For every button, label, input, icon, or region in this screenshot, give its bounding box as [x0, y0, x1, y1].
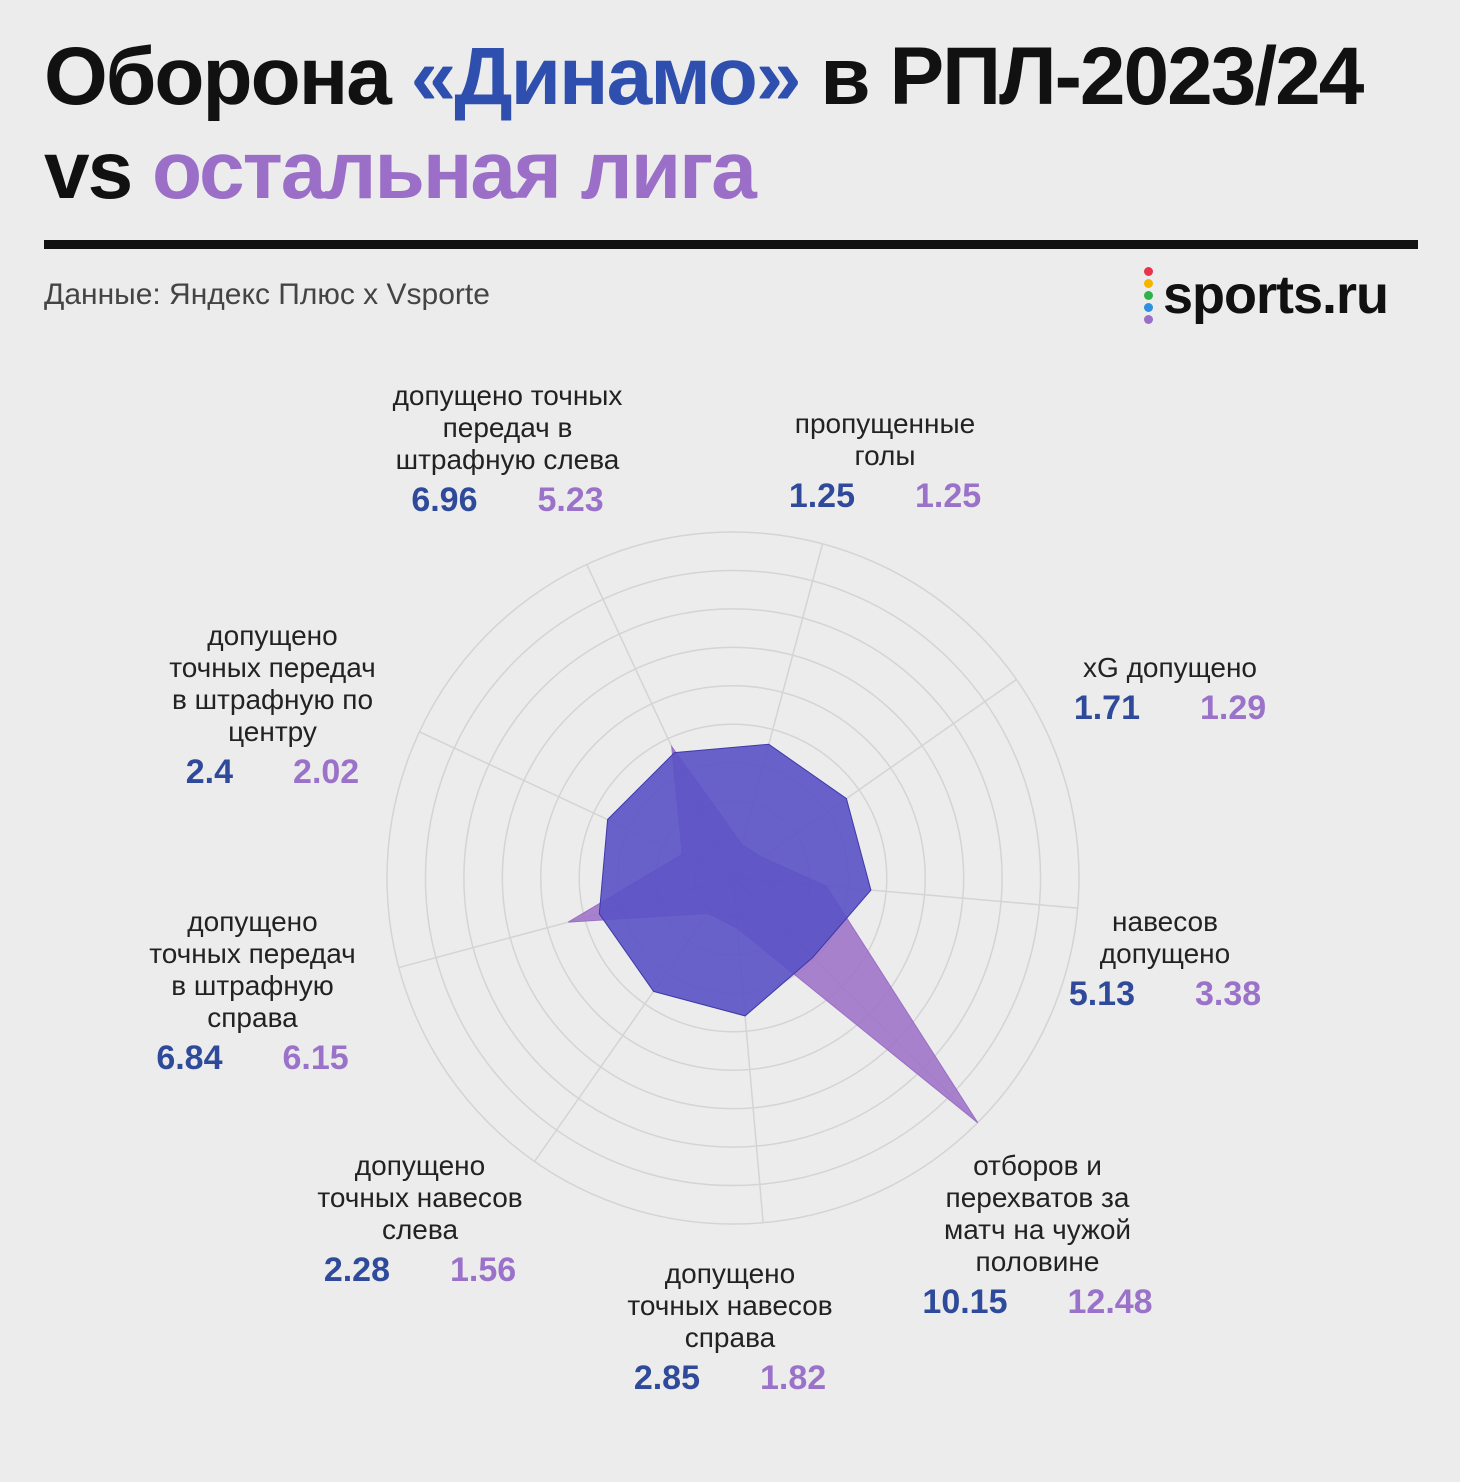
logo-dot — [1144, 314, 1153, 324]
title-team: «Динамо» — [410, 31, 802, 122]
axis-values: 1.25 1.25 — [760, 476, 1010, 516]
value-league: 1.29 — [1200, 689, 1267, 727]
logo-dot — [1144, 290, 1153, 300]
logo-text: sports.ru — [1163, 265, 1389, 325]
grid-ring — [501, 646, 965, 1110]
logo-dot — [1144, 278, 1153, 288]
axis-label: навесов допущено 5.13 3.38 — [1060, 906, 1270, 1014]
axis-label-text: допущено точных навесов справа — [627, 1258, 833, 1353]
grid-ring — [578, 723, 888, 1033]
axis-label: допущено точных передач в штрафную слева 6.… — [365, 380, 650, 520]
title-part1: Оборона — [44, 31, 411, 122]
logo-dot — [1144, 266, 1153, 276]
axis-label: допущено точных передач в штрафную справа 6.… — [110, 906, 395, 1078]
axis-values: 2.85 1.82 — [590, 1358, 870, 1398]
value-league: 1.82 — [760, 1359, 827, 1397]
value-dynamo: 2.85 — [633, 1359, 700, 1397]
value-league: 3.38 — [1195, 975, 1262, 1013]
axis-label: допущено точных навесов слева 2.28 1.56 — [285, 1150, 555, 1290]
axis-values: 6.96 5.23 — [365, 480, 650, 520]
axis-values: 1.71 1.29 — [1050, 688, 1290, 728]
axis-label: допущено точных навесов справа 2.85 1.82 — [590, 1258, 870, 1398]
sports-ru-logo: sports.ru — [1144, 262, 1389, 328]
data-source: Данные: Яндекс Плюс x Vsporte — [44, 278, 490, 311]
axis-label-text: отборов и перехватов за матч на чужой полов… — [943, 1150, 1132, 1277]
value-league: 1.56 — [450, 1251, 517, 1289]
title-part2: в РПЛ-2023/24 — [799, 31, 1364, 122]
axis-values: 6.84 6.15 — [110, 1038, 395, 1078]
grid-ring — [463, 608, 1003, 1148]
value-dynamo: 2.28 — [323, 1251, 390, 1289]
axis-values: 5.13 3.38 — [1060, 974, 1270, 1014]
value-league: 2.02 — [293, 753, 360, 791]
value-dynamo: 2.4 — [185, 753, 234, 791]
axis-label-text: xG допущено — [1083, 652, 1257, 683]
axis-label-text: пропущенные голы — [794, 408, 976, 471]
value-dynamo: 1.25 — [788, 477, 855, 515]
axis-label: отборов и перехватов за матч на чужой полов… — [905, 1150, 1170, 1322]
axis-label-text: допущено точных передач в штрафную по центр… — [169, 620, 376, 747]
value-league: 1.25 — [915, 477, 982, 515]
value-league: 5.23 — [537, 481, 604, 519]
title-league: остальная лига — [152, 125, 757, 216]
logo-dots-icon — [1144, 266, 1153, 324]
axis-label: пропущенные голы 1.25 1.25 — [760, 408, 1010, 516]
value-dynamo: 1.71 — [1073, 689, 1140, 727]
axis-values: 2.28 1.56 — [285, 1250, 555, 1290]
chart-title: Оборона «Динамо» в РПЛ-2023/24 vs осталь… — [44, 30, 1364, 218]
axis-label-text: допущено точных передач в штрафную справа — [149, 906, 356, 1033]
axis-values: 2.4 2.02 — [130, 752, 415, 792]
axis-values: 10.15 12.48 — [905, 1282, 1170, 1322]
grid-ring — [386, 531, 1080, 1225]
axis-label-text: допущено точных навесов слева — [317, 1150, 523, 1245]
title-divider — [44, 240, 1418, 249]
value-dynamo: 10.15 — [922, 1283, 1008, 1321]
value-dynamo: 6.96 — [411, 481, 478, 519]
grid-ring — [540, 685, 926, 1071]
grid-ring — [424, 569, 1042, 1187]
value-dynamo: 6.84 — [156, 1039, 223, 1077]
axis-label: допущено точных передач в штрафную по центр… — [130, 620, 415, 792]
logo-dot — [1144, 302, 1153, 312]
title-vs: vs — [44, 125, 152, 216]
value-dynamo: 5.13 — [1068, 975, 1135, 1013]
value-league: 6.15 — [282, 1039, 349, 1077]
series-dynamo-area — [598, 743, 872, 1017]
axis-label: xG допущено 1.71 1.29 — [1050, 652, 1290, 728]
value-league: 12.48 — [1067, 1283, 1153, 1321]
axis-label-text: допущено точных передач в штрафную слева — [392, 380, 623, 475]
axis-label-text: навесов допущено — [1099, 906, 1231, 969]
